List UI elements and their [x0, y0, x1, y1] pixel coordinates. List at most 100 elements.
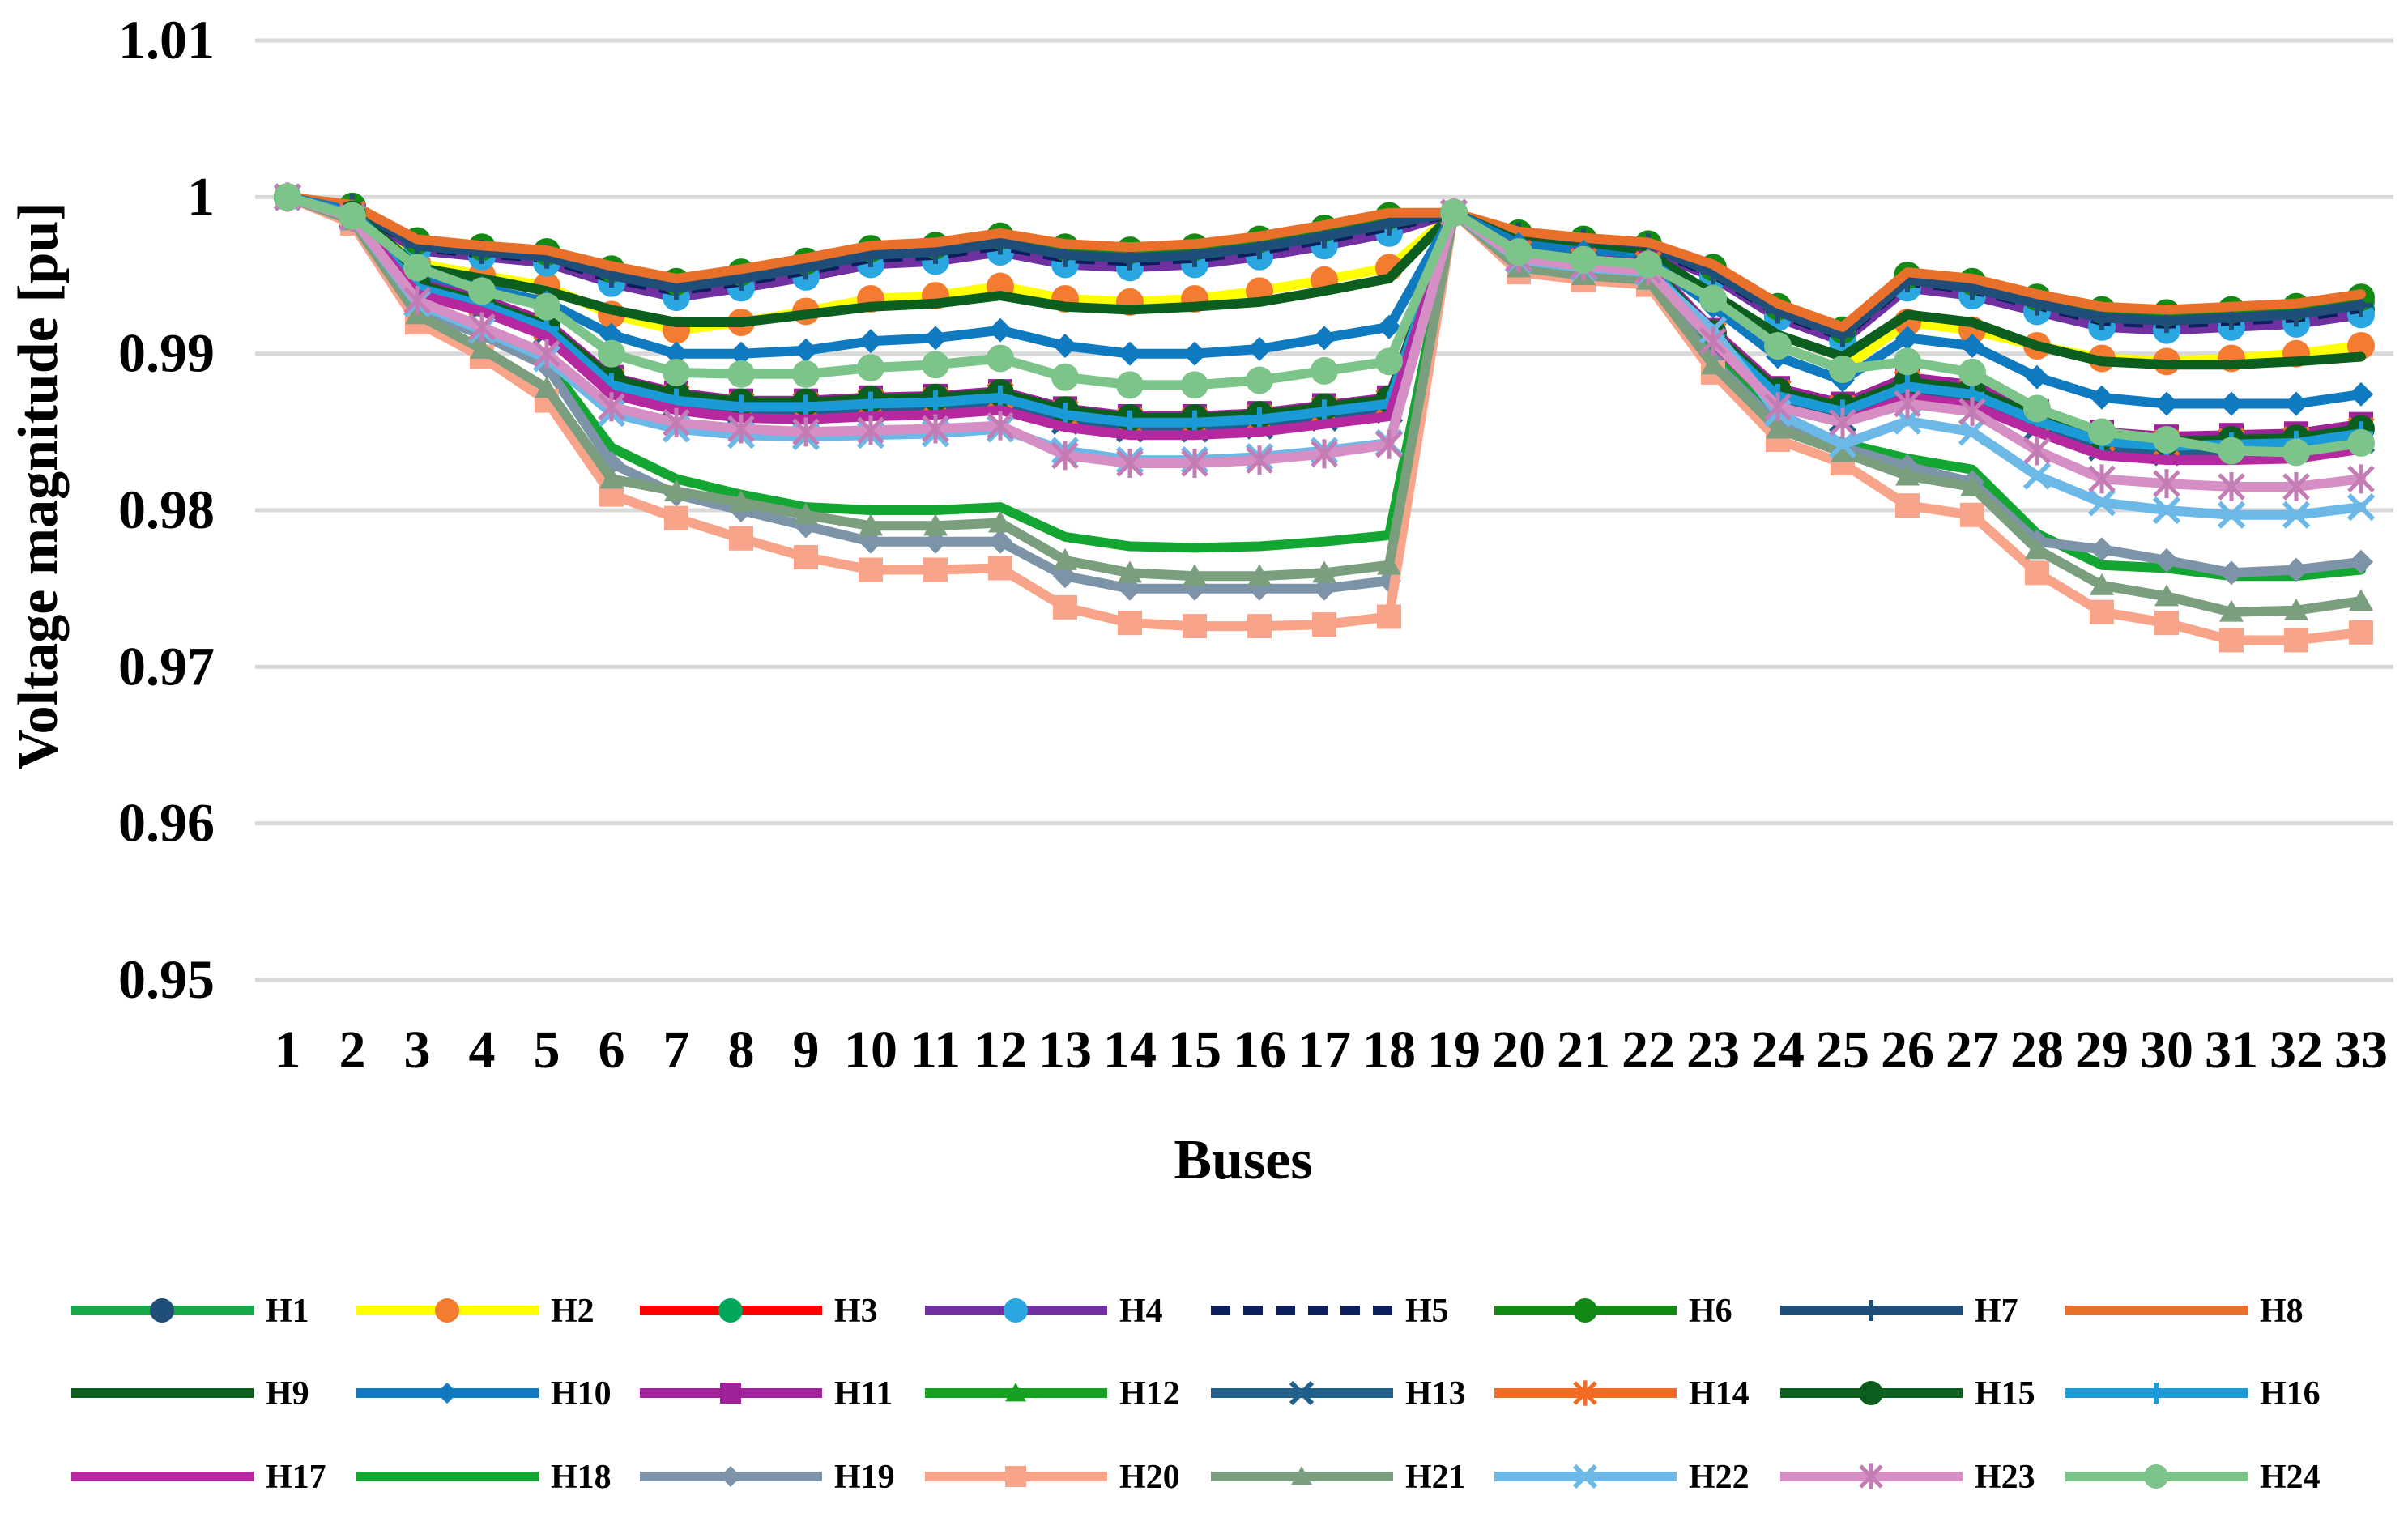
legend-marker [1572, 1463, 1598, 1489]
legend-item-h10: H10 [356, 1375, 612, 1412]
data-point [729, 526, 753, 551]
legend-label: H6 [1689, 1293, 1732, 1330]
legend-item-h23: H23 [1780, 1459, 2035, 1496]
x-tick-label: 12 [974, 1020, 1027, 1080]
data-point [1440, 198, 1468, 227]
series-h9 [283, 192, 2366, 370]
data-point [2349, 620, 2373, 645]
data-point [468, 312, 496, 342]
y-tick-label: 1 [187, 165, 215, 227]
legend-marker [1860, 1300, 1882, 1321]
data-point [1570, 245, 1597, 274]
legend-label: H17 [266, 1459, 326, 1496]
legend-item-h21: H21 [1211, 1459, 1466, 1496]
data-point [1053, 594, 1077, 620]
x-tick-label: 14 [1103, 1020, 1157, 1080]
x-tick-label: 31 [2205, 1020, 2258, 1080]
x-tick-label: 32 [2269, 1020, 2323, 1080]
legend-item-h24: H24 [2065, 1459, 2321, 1496]
legend-marker [720, 1466, 741, 1487]
data-point [1051, 441, 1079, 471]
legend-label: H20 [1119, 1459, 1180, 1496]
x-tick-label: 13 [1038, 1020, 1092, 1080]
series-line [283, 192, 2366, 582]
data-point [794, 502, 818, 525]
series-h8 [283, 192, 2366, 332]
y-tick-label: 0.95 [118, 948, 215, 1010]
legend-label: H18 [551, 1459, 612, 1496]
x-tick-label: 1 [275, 1020, 301, 1080]
data-point [1895, 493, 1920, 518]
data-point [403, 254, 431, 282]
data-point [1375, 429, 1403, 459]
legend-item-h3: H3 [640, 1293, 878, 1330]
data-point [2025, 560, 2049, 586]
data-point [1894, 347, 1921, 376]
data-point [1181, 449, 1208, 478]
data-point [1766, 416, 1790, 439]
legend-label: H5 [1405, 1293, 1449, 1330]
legend-marker [1859, 1381, 1883, 1405]
data-point [2154, 547, 2179, 573]
data-point [598, 339, 625, 368]
data-point [274, 183, 301, 211]
data-point [1377, 314, 1401, 339]
data-point [2219, 391, 2244, 416]
x-tick-label: 19 [1427, 1020, 1481, 1080]
legend-marker [1289, 1380, 1315, 1406]
data-point [923, 513, 948, 536]
data-point [2218, 472, 2245, 501]
legend-label: H11 [834, 1375, 893, 1412]
data-point [535, 376, 559, 398]
x-tick-label: 4 [469, 1020, 496, 1080]
data-point [1312, 612, 1336, 637]
data-point [1505, 238, 1532, 266]
data-point [727, 414, 755, 444]
data-point [2025, 537, 2049, 560]
legend-item-h5: H5 [1211, 1293, 1449, 1330]
data-point [2153, 426, 2180, 454]
legend-item-h15: H15 [1780, 1375, 2035, 1412]
data-point [2025, 364, 2049, 390]
data-point [2284, 628, 2308, 653]
data-point [1829, 356, 1856, 383]
legend-label: H1 [266, 1293, 309, 1330]
legend-label: H23 [1975, 1459, 2035, 1496]
data-point [2154, 391, 2179, 416]
legend-label: H8 [2260, 1293, 2304, 1330]
data-point [1118, 611, 1142, 636]
y-tick-label: 0.98 [118, 479, 215, 540]
data-point [2152, 496, 2181, 525]
data-point [727, 360, 755, 388]
legend-label: H2 [551, 1293, 595, 1330]
data-point [1053, 547, 1077, 570]
data-point [1183, 564, 1207, 586]
legend-item-h18: H18 [356, 1459, 612, 1496]
legend-label: H19 [834, 1459, 895, 1496]
data-point [664, 341, 688, 366]
x-tick-label: 16 [1233, 1020, 1286, 1080]
data-point [1183, 341, 1207, 366]
legend-marker [1005, 1466, 1026, 1487]
data-point [1181, 371, 1208, 399]
data-point [1375, 347, 1403, 376]
data-point [339, 202, 366, 230]
data-point [533, 339, 560, 369]
data-point [923, 326, 948, 351]
data-point [2219, 628, 2244, 653]
series-h10 [275, 185, 2373, 416]
data-point [1246, 445, 1273, 475]
data-point [1247, 614, 1272, 639]
data-point [857, 354, 884, 382]
data-point [2153, 469, 2180, 499]
data-point [987, 344, 1014, 373]
y-tick-label: 0.97 [118, 635, 215, 697]
data-point [729, 490, 753, 513]
x-tick-label: 9 [793, 1020, 820, 1080]
data-point [2090, 599, 2114, 624]
data-point [1960, 502, 1984, 527]
data-point [729, 341, 753, 366]
x-tick-label: 30 [2140, 1020, 2193, 1080]
x-tick-label: 20 [1492, 1020, 1545, 1080]
data-point [2022, 462, 2052, 490]
